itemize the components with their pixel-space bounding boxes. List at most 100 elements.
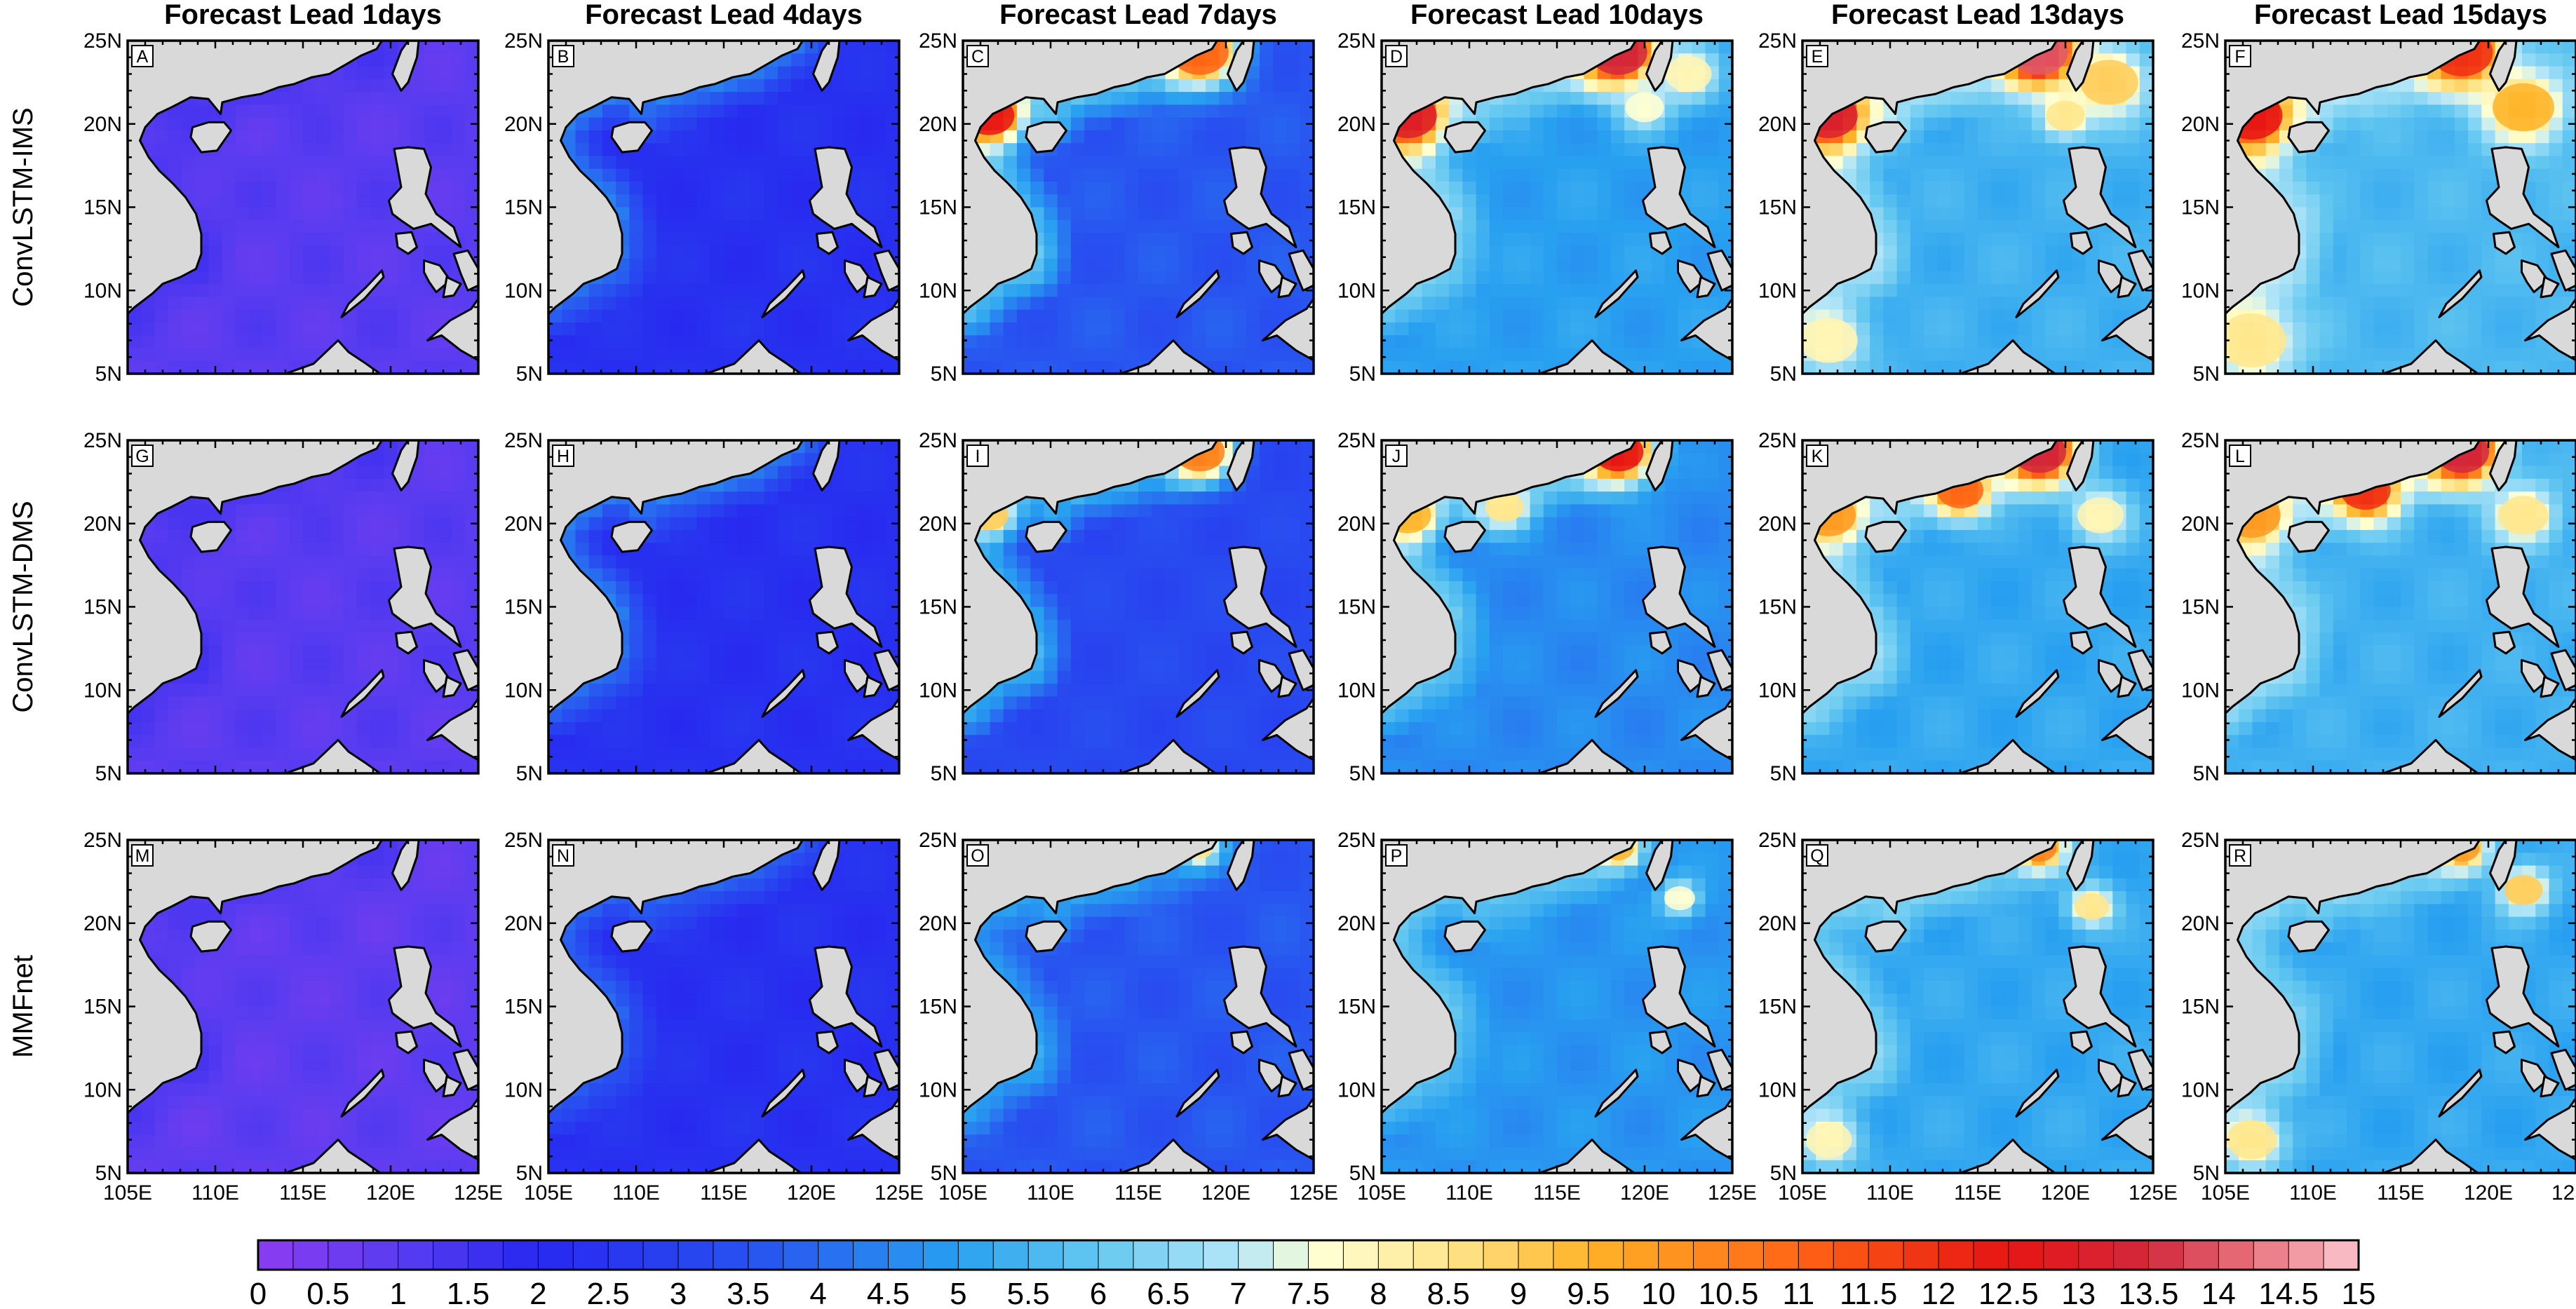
field-cell — [1678, 41, 1692, 54]
field-cell — [1232, 348, 1247, 362]
field-cell — [1152, 79, 1166, 93]
field-cell — [1624, 194, 1638, 208]
field-cell — [168, 529, 182, 543]
field-cell — [616, 309, 630, 323]
field-cell — [724, 348, 738, 362]
field-cell — [2306, 194, 2321, 208]
field-cell — [1664, 360, 1679, 374]
field-cell — [2468, 219, 2482, 233]
field-cell — [1138, 284, 1152, 297]
field-cell — [356, 66, 371, 80]
field-cell — [2319, 233, 2334, 246]
field-cell — [1638, 245, 1652, 259]
field-cell — [1098, 104, 1112, 118]
field-cell — [249, 348, 263, 362]
field-cell — [424, 245, 438, 259]
field-cell — [1070, 322, 1085, 336]
field-cell — [1070, 335, 1085, 349]
field-cell — [1530, 360, 1544, 374]
field-cell — [588, 335, 603, 349]
field-cell — [2319, 309, 2334, 323]
field-cell — [1978, 322, 1992, 336]
field-cell — [451, 194, 466, 208]
field-cell — [1924, 348, 1938, 362]
field-cell — [262, 207, 277, 221]
field-cell — [845, 130, 859, 144]
field-cell — [2004, 233, 2019, 246]
field-cell — [1057, 219, 1072, 233]
field-cell — [1678, 360, 1692, 374]
field-cell — [1219, 284, 1234, 297]
field-cell — [1503, 207, 1517, 221]
field-cell — [1219, 335, 1234, 349]
field-cell — [1165, 79, 1180, 93]
field-cell — [2387, 143, 2401, 157]
coastline — [1680, 297, 1732, 362]
field-cell — [1543, 130, 1558, 144]
field-cell — [222, 696, 236, 710]
field-cell — [2387, 335, 2401, 349]
field-cell — [1870, 104, 1884, 118]
field-cell — [1152, 233, 1166, 246]
field-cell — [2139, 207, 2153, 221]
field-cell — [128, 735, 142, 749]
field-cell — [1651, 271, 1666, 285]
field-cell — [2058, 309, 2073, 323]
field-cell — [1057, 143, 1072, 157]
field-cell — [642, 297, 657, 311]
field-cell — [181, 181, 196, 195]
field-cell — [1856, 335, 1870, 349]
field-cell — [548, 360, 562, 374]
field-cell — [1192, 117, 1206, 131]
axis-ticks — [126, 39, 480, 375]
field-cell — [1476, 348, 1490, 362]
coastline — [1642, 146, 1716, 248]
field-cell — [1273, 117, 1288, 131]
field-cell — [602, 297, 616, 311]
field-cell — [168, 684, 182, 697]
field-cell — [1152, 143, 1166, 157]
field-cell — [670, 168, 684, 182]
field-cell — [181, 555, 196, 569]
field-cell — [872, 41, 886, 54]
field-cell — [397, 360, 412, 374]
row-label: MMFnet — [8, 955, 39, 1058]
field-cell — [2360, 168, 2375, 182]
field-cell — [1718, 53, 1732, 67]
field-cell — [262, 322, 277, 336]
field-cell — [1260, 360, 1274, 374]
field-cell — [195, 735, 209, 749]
field-cell — [2279, 297, 2293, 311]
field-cell — [168, 309, 182, 323]
field-cell — [1260, 92, 1274, 105]
field-cell — [2293, 207, 2307, 221]
field-cell — [1664, 258, 1679, 272]
field-cell — [588, 117, 603, 131]
field-cell — [1111, 335, 1126, 349]
field-cell — [1030, 156, 1044, 170]
field-cell — [1273, 245, 1288, 259]
field-cell — [1638, 258, 1652, 272]
field-cell — [464, 194, 478, 208]
field-cell — [791, 92, 805, 105]
field-cell — [1638, 335, 1652, 349]
field-cell — [1219, 130, 1234, 144]
field-cell — [2535, 309, 2550, 323]
field-cell — [128, 309, 142, 323]
field-cell — [872, 79, 886, 93]
field-cell — [2401, 309, 2415, 323]
row-label: ConvLSTM-IMS — [8, 107, 39, 307]
field-cell — [1991, 284, 2006, 297]
field-cell — [1883, 194, 1898, 208]
field-cell — [1910, 335, 1924, 349]
y-tick-label: 20N — [919, 113, 957, 136]
field-cell — [1610, 207, 1625, 221]
field-cell — [356, 245, 371, 259]
field-cell — [2252, 156, 2267, 170]
field-cell — [1003, 309, 1018, 323]
field-cell — [2468, 194, 2482, 208]
field-cell — [1084, 309, 1098, 323]
field-cell — [330, 194, 344, 208]
